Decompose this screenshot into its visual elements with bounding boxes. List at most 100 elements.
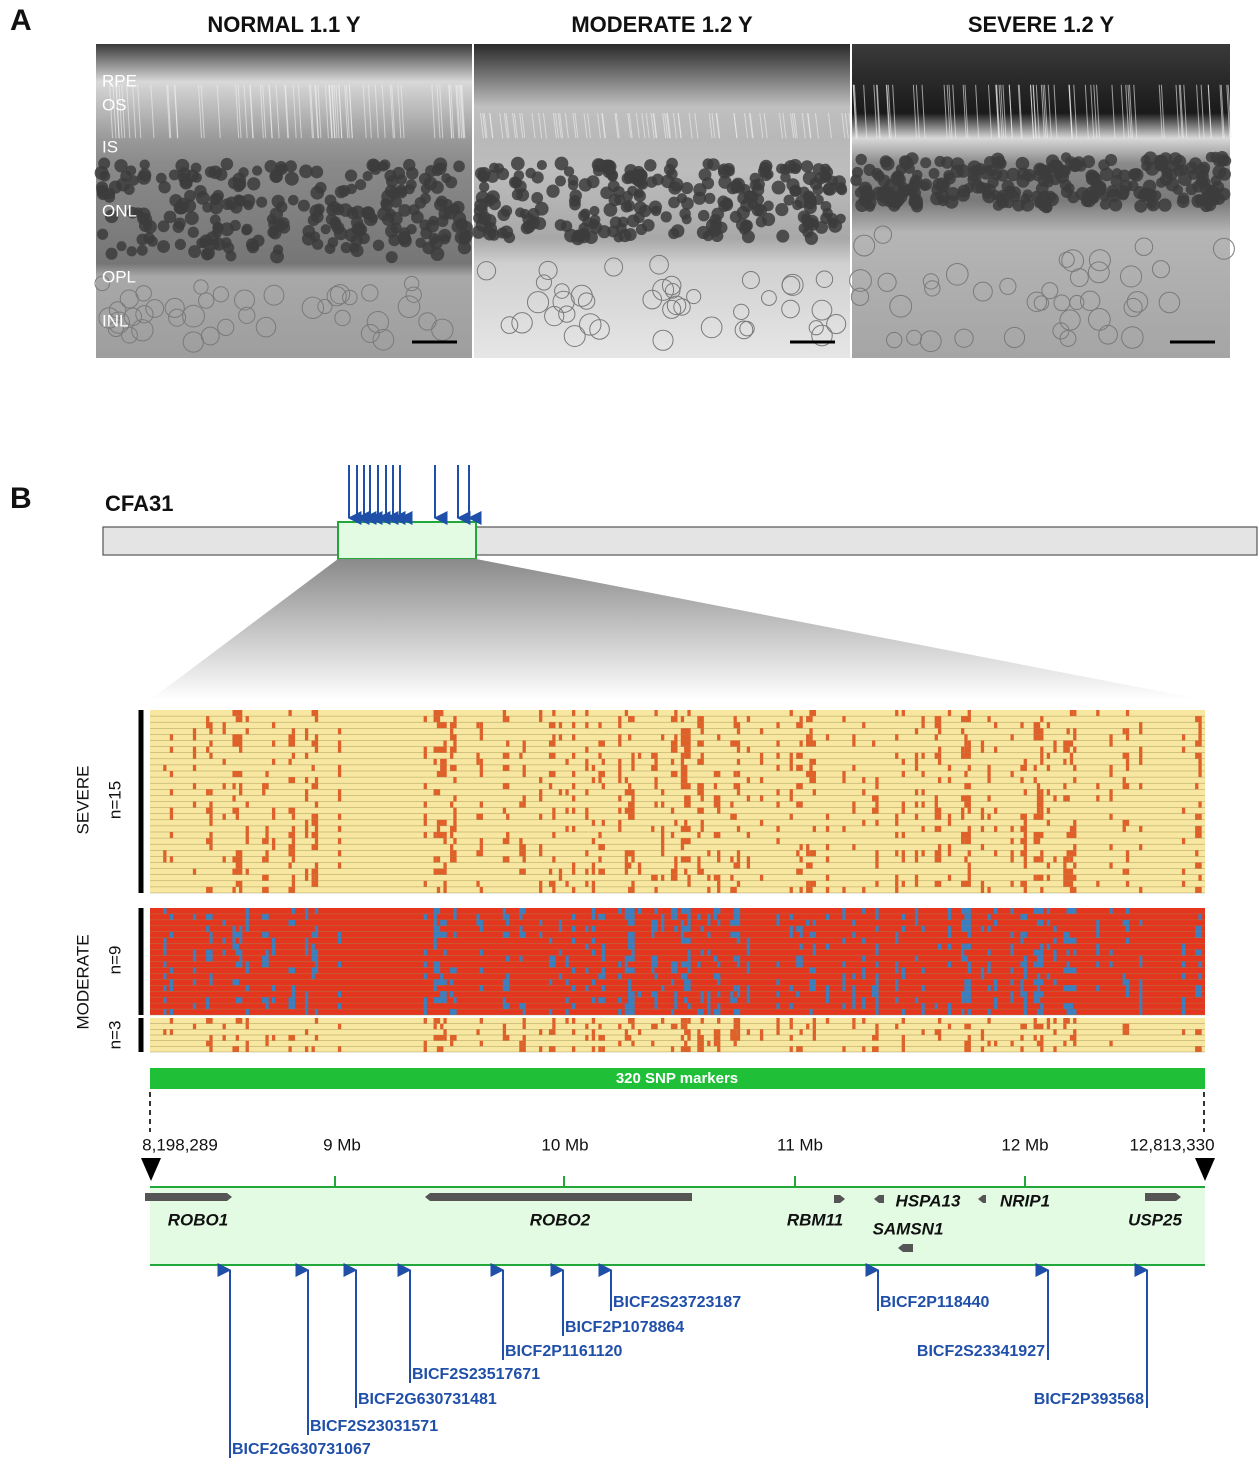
segment [790, 113, 795, 139]
nucleus [284, 171, 299, 186]
nucleus [325, 213, 338, 226]
nucleus [600, 186, 613, 200]
genotype-cell [239, 746, 243, 753]
genotype-cell [661, 801, 665, 808]
nucleus [188, 245, 202, 258]
genotype-cell [1010, 850, 1014, 857]
segment [653, 113, 658, 139]
genotype-cell [552, 710, 556, 717]
genotype-cell [759, 819, 764, 826]
genotype-cell [1036, 919, 1044, 926]
genotype-cell [311, 783, 319, 790]
genotype-cell [789, 925, 793, 932]
genotype-cell [736, 880, 741, 887]
marker-label: BICF2G630731067 [232, 1441, 371, 1458]
genotype-cell [192, 967, 197, 974]
genotype-cell [687, 919, 691, 926]
genotype-cell [311, 874, 315, 881]
genotype-cell [245, 716, 249, 723]
segment [460, 84, 465, 139]
genotype-cell [872, 795, 879, 802]
genotype-cell [572, 1003, 576, 1010]
genotype-cell [961, 716, 971, 723]
snp-bar [150, 1068, 1205, 1089]
axis-label: 8,198,289 [142, 1135, 218, 1154]
cell [1058, 251, 1075, 268]
genotype-cell [565, 1018, 569, 1024]
genotype-cell [736, 955, 741, 962]
genotype-cell [1053, 740, 1057, 747]
nucleus [355, 179, 367, 191]
nucleus [698, 209, 710, 222]
genotype-cell [572, 1029, 576, 1035]
genotype-cell [987, 764, 991, 771]
marker-label: BICF2P1161120 [505, 1343, 623, 1360]
genotype-cell [631, 795, 635, 802]
genotype-cell [987, 886, 991, 893]
cell [954, 328, 974, 348]
segment [650, 113, 655, 139]
genotype-cell [1040, 850, 1044, 857]
nucleus [379, 159, 391, 171]
genotype-cell [806, 886, 813, 893]
genotype-cell [337, 862, 342, 869]
nucleus [1016, 174, 1030, 188]
genotype-cell [680, 856, 691, 863]
genotype-cell [987, 985, 991, 992]
genotype-cell [169, 913, 174, 920]
genotype-cell [697, 722, 704, 729]
genotype-cell [423, 716, 427, 723]
genotype-cell [789, 764, 793, 771]
nucleus [194, 184, 207, 198]
genotype-cell [314, 825, 319, 832]
genotype-cell [450, 856, 457, 863]
nucleus [669, 177, 684, 192]
genotype-cell [1036, 801, 1044, 808]
nucleus [310, 165, 324, 179]
genotype-cell [453, 795, 457, 802]
genotype-cell [713, 771, 721, 778]
genotype-cell [967, 874, 971, 881]
segment [1158, 84, 1163, 139]
genotype-cell [947, 931, 952, 938]
genotype-cell [585, 710, 589, 717]
genotype-cell [1033, 949, 1044, 956]
genotype-cell [921, 771, 925, 778]
nucleus [554, 219, 567, 231]
genotype-cell [1122, 819, 1130, 826]
genotype-cell [314, 931, 319, 938]
genotype-cell [852, 1018, 856, 1024]
genotype-cell [670, 908, 678, 914]
genotype-cell [1040, 1003, 1044, 1010]
genotype-cell [479, 967, 483, 974]
segment [887, 84, 892, 139]
genotype-cell [852, 919, 856, 926]
genotype-cell [1195, 825, 1202, 832]
segment [489, 113, 494, 139]
genotype-cell [717, 1046, 721, 1052]
genotype-cell [964, 783, 971, 790]
genotype-cell [519, 868, 526, 875]
segment [664, 113, 669, 139]
genotype-cell [759, 1035, 764, 1041]
genotype-cell [964, 1040, 971, 1047]
genotype-cell [206, 746, 210, 753]
genotype-cell [1125, 764, 1130, 771]
nucleus [1099, 191, 1110, 202]
genotype-cell [1139, 728, 1143, 735]
genotype-cell [624, 1029, 629, 1035]
genotype-cell [631, 758, 635, 765]
gene-label: ROBO1 [168, 1210, 228, 1229]
gene-label: USP25 [1128, 1210, 1182, 1229]
genotype-cell [895, 734, 899, 741]
genotype-cell [651, 752, 658, 759]
genotype-cell [1066, 832, 1077, 839]
nucleus [97, 228, 109, 240]
genotype-cell [961, 949, 965, 956]
genotype-cell [707, 913, 711, 920]
genotype-cell [423, 1046, 427, 1052]
genotype-cell [288, 1003, 296, 1010]
genotype-cell [450, 1009, 457, 1015]
cell [652, 329, 674, 351]
genotype-cell [262, 961, 269, 968]
